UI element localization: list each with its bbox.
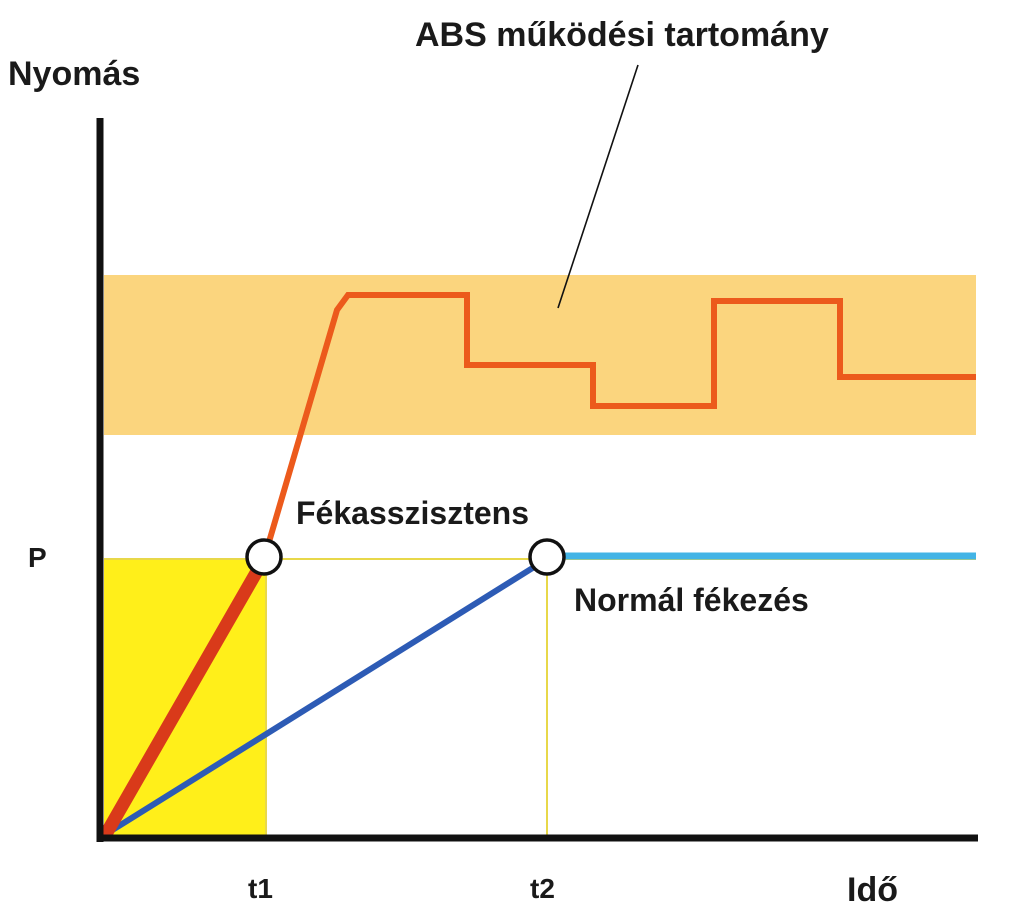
pressure-level-label: P — [28, 542, 47, 573]
t1-label: t1 — [248, 873, 273, 904]
abs-range-band — [104, 275, 976, 435]
normal-braking-label: Normál fékezés — [574, 582, 809, 618]
abs-range-label: ABS működési tartomány — [415, 16, 829, 54]
t2-label: t2 — [530, 873, 555, 904]
abs-pressure-cycle-line — [261, 292, 976, 560]
x-axis-label: Idő — [847, 871, 898, 909]
normal-braking-marker — [528, 538, 566, 576]
brake-assist-marker — [245, 538, 283, 576]
brake-assist-ramp — [99, 552, 271, 841]
y-axis-label: Nyomás — [8, 55, 140, 93]
brake-assist-label: Fékasszisztens — [296, 495, 529, 531]
abs-label-leader — [557, 64, 639, 309]
normal-braking-ramp — [103, 556, 550, 837]
